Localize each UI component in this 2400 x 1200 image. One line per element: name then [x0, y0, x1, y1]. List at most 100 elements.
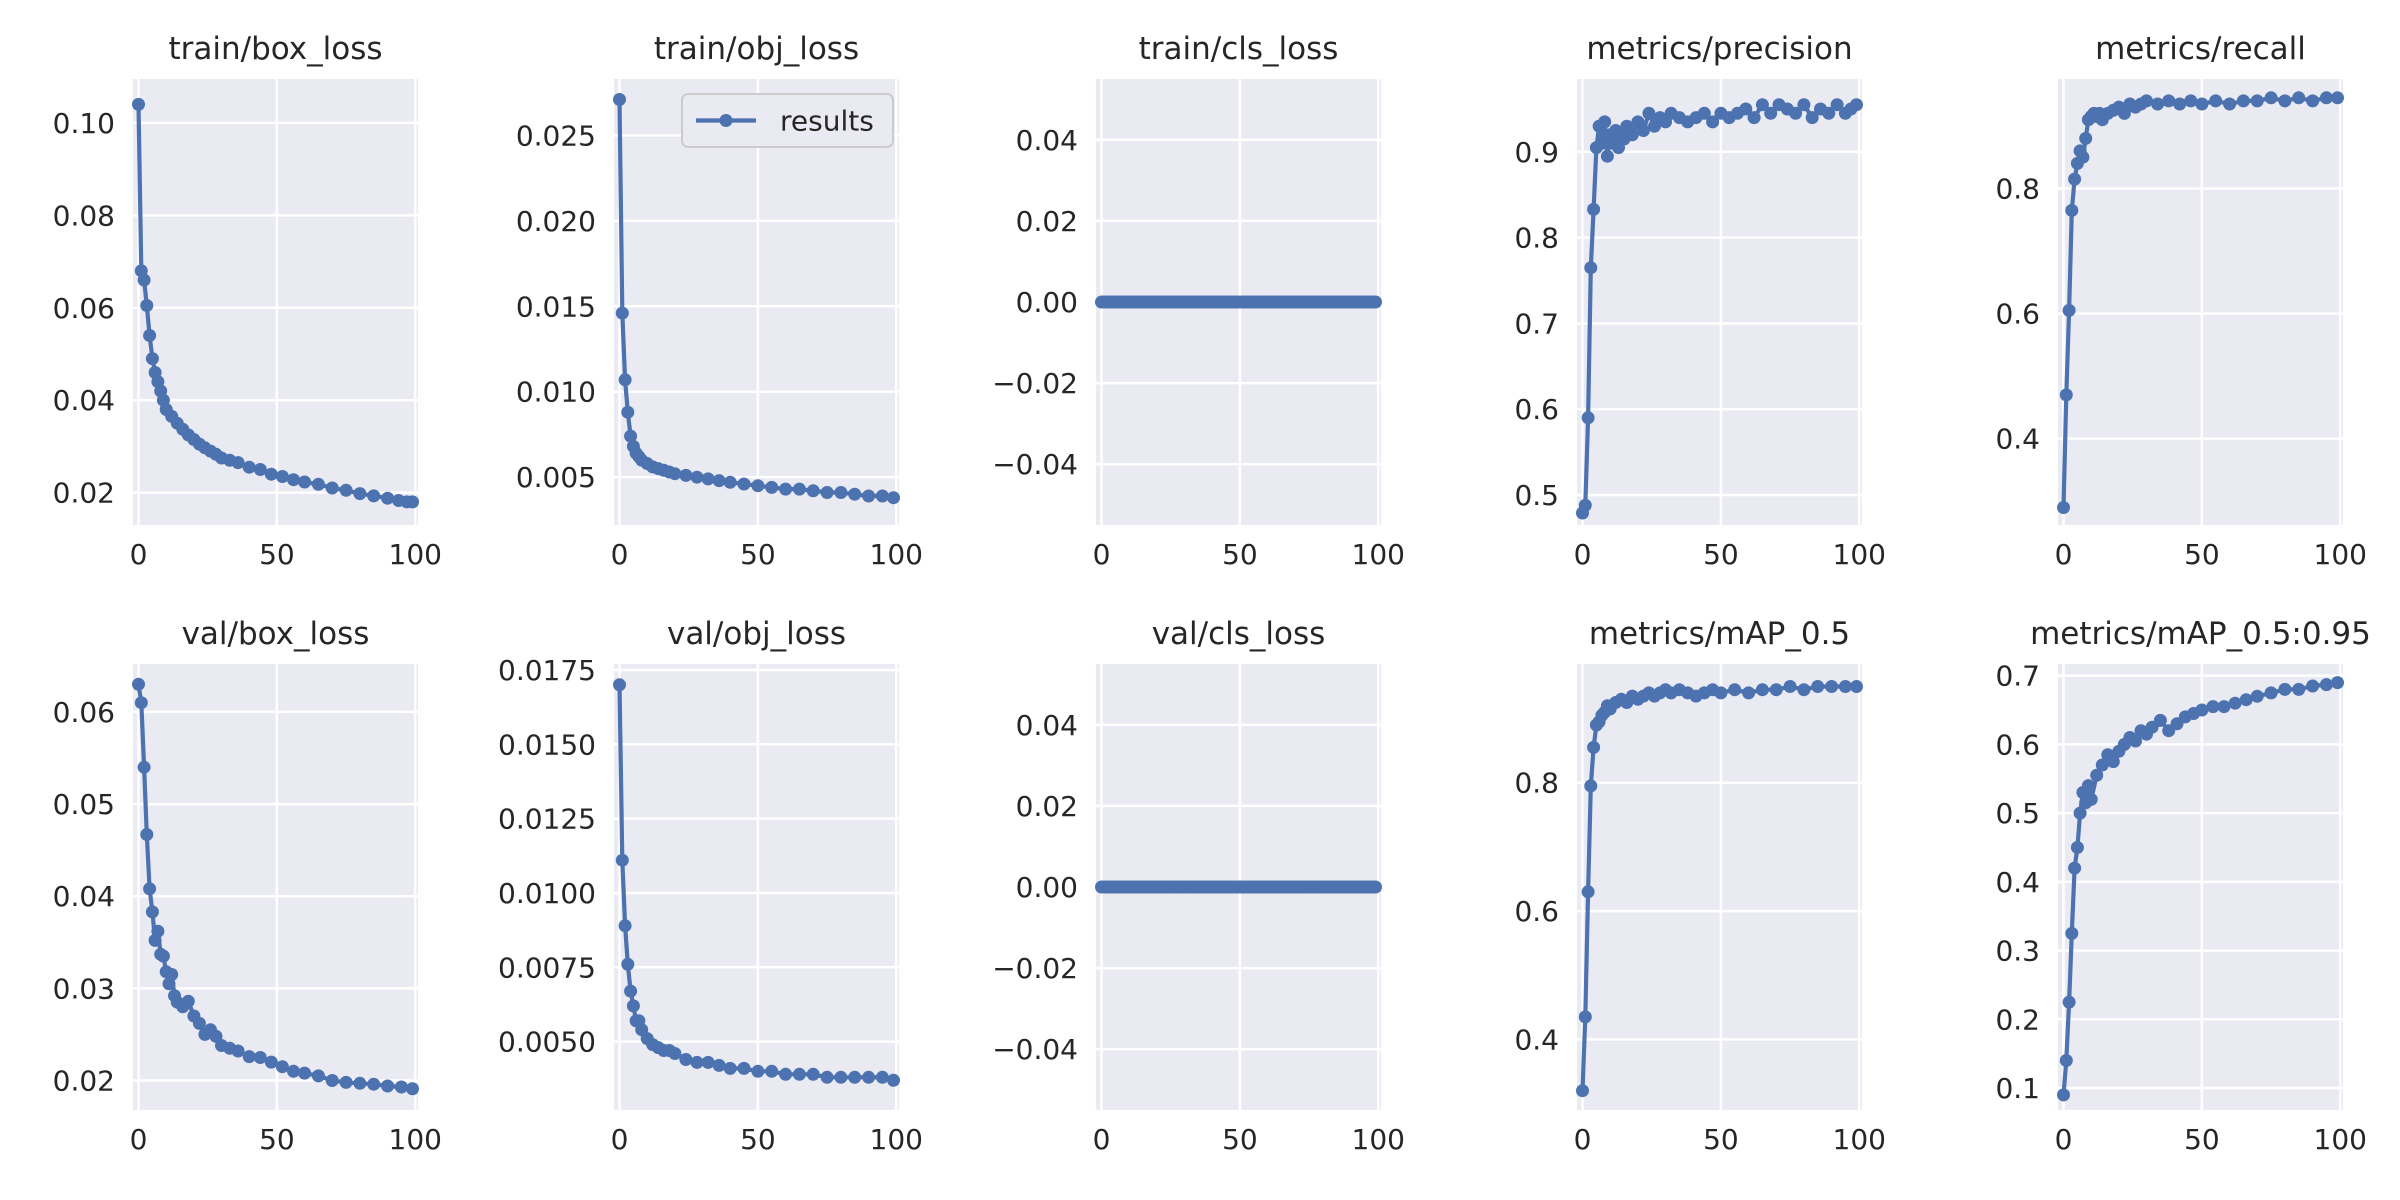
data-point	[287, 1064, 300, 1078]
data-point	[264, 1055, 278, 1069]
x-tick-label: 100	[1352, 538, 1405, 571]
x-tick-label: 100	[1833, 1123, 1886, 1156]
data-point	[2217, 700, 2231, 714]
data-point	[2095, 758, 2109, 772]
data-point	[1822, 106, 1836, 120]
data-point	[2079, 131, 2093, 145]
data-point	[2264, 686, 2278, 700]
data-point	[1578, 498, 1592, 512]
x-tick-label: 50	[2184, 1123, 2220, 1156]
data-point	[737, 1061, 751, 1075]
data-point	[690, 1055, 704, 1069]
data-point	[406, 1082, 419, 1096]
data-point	[1584, 779, 1598, 793]
y-tick-label: 0.6	[1514, 393, 1559, 426]
data-point	[311, 1069, 325, 1083]
y-tick-label: 0.02	[53, 1065, 115, 1098]
x-tick-label: 50	[1222, 1123, 1258, 1156]
data-point	[2306, 679, 2320, 693]
data-point	[679, 1053, 693, 1066]
data-point	[887, 1073, 900, 1087]
y-tick-label: 0.7	[1995, 660, 2040, 693]
y-tick-label: 0.06	[53, 292, 115, 325]
y-tick-label: 0.08	[53, 199, 115, 232]
x-tick-label: 0	[130, 538, 148, 571]
subplot-title: metrics/precision	[1586, 31, 1852, 67]
data-point	[1598, 115, 1612, 129]
data-point	[1369, 295, 1382, 309]
data-point	[1587, 202, 1601, 216]
data-point	[2073, 806, 2087, 820]
data-point	[701, 1055, 715, 1069]
data-point	[792, 482, 806, 496]
data-point	[253, 1051, 267, 1064]
x-tick-label: 0	[130, 1123, 148, 1156]
data-point	[1789, 106, 1803, 120]
data-point	[765, 480, 779, 494]
data-point	[2331, 676, 2344, 690]
plot-area	[614, 79, 899, 525]
data-point	[1636, 124, 1650, 137]
data-point	[192, 1016, 206, 1030]
subplot-metrics-map-0-5: 0 50 100 0.4 0.6 0.8 metrics/mAP_0.5	[1514, 616, 1885, 1156]
data-point	[621, 957, 635, 971]
y-tick-label: 0.03	[53, 972, 115, 1005]
data-point	[231, 456, 245, 470]
subplot-title: train/box_loss	[168, 31, 382, 67]
data-point	[132, 97, 145, 111]
data-point	[2250, 94, 2264, 108]
data-point	[231, 1044, 245, 1058]
data-point	[820, 486, 834, 499]
data-point	[132, 677, 145, 691]
y-tick-label: 0.9	[1514, 136, 1559, 169]
y-tick-label: 0.02	[1016, 205, 1078, 238]
data-point	[848, 1070, 862, 1084]
data-point	[624, 429, 638, 443]
data-point	[1850, 680, 1863, 693]
y-tick-label: 0.6	[1995, 728, 2040, 761]
x-tick-label: 50	[1222, 538, 1258, 571]
data-point	[2250, 689, 2264, 703]
data-point	[2057, 1088, 2070, 1102]
data-point	[137, 760, 151, 774]
x-tick-label: 0	[611, 1123, 629, 1156]
data-point	[1584, 261, 1598, 275]
x-tick-label: 50	[2184, 538, 2220, 571]
data-point	[1830, 98, 1844, 112]
x-tick-label: 0	[611, 538, 629, 571]
data-point	[298, 1066, 312, 1080]
data-point	[765, 1064, 779, 1078]
data-point	[712, 474, 726, 488]
data-point	[668, 467, 682, 481]
y-tick-label: 0.4	[1514, 1023, 1559, 1056]
y-tick-label: 0.025	[516, 119, 596, 152]
legend-marker-swatch	[719, 114, 733, 127]
y-tick-label: 0.00	[1016, 871, 1078, 904]
data-point	[712, 1058, 726, 1072]
data-point	[140, 299, 154, 312]
x-tick-label: 0	[1574, 538, 1592, 571]
data-point	[2151, 97, 2165, 111]
data-point	[2278, 94, 2292, 108]
x-tick-label: 100	[870, 1123, 923, 1156]
data-point	[2059, 1054, 2073, 1067]
data-point	[2081, 779, 2095, 793]
y-tick-label: 0.0175	[498, 654, 596, 687]
data-point	[298, 475, 312, 489]
data-point	[1811, 680, 1825, 693]
data-point	[834, 1070, 848, 1084]
data-point	[2084, 792, 2098, 806]
data-point	[2173, 97, 2187, 111]
x-tick-label: 50	[1703, 1123, 1739, 1156]
subplot-val-box-loss: 0 50 100 0.02 0.03 0.04 0.05 0.06 val/box_loss	[53, 616, 442, 1156]
data-point	[367, 489, 381, 503]
x-tick-label: 100	[870, 538, 923, 571]
data-point	[311, 477, 325, 491]
data-point	[1742, 686, 1756, 700]
data-point	[2106, 755, 2120, 769]
data-point	[1838, 680, 1852, 693]
data-point	[2264, 91, 2278, 105]
subplot-title: train/cls_loss	[1139, 31, 1339, 67]
y-tick-label: 0.010	[516, 376, 596, 409]
plot-area	[2058, 79, 2343, 525]
